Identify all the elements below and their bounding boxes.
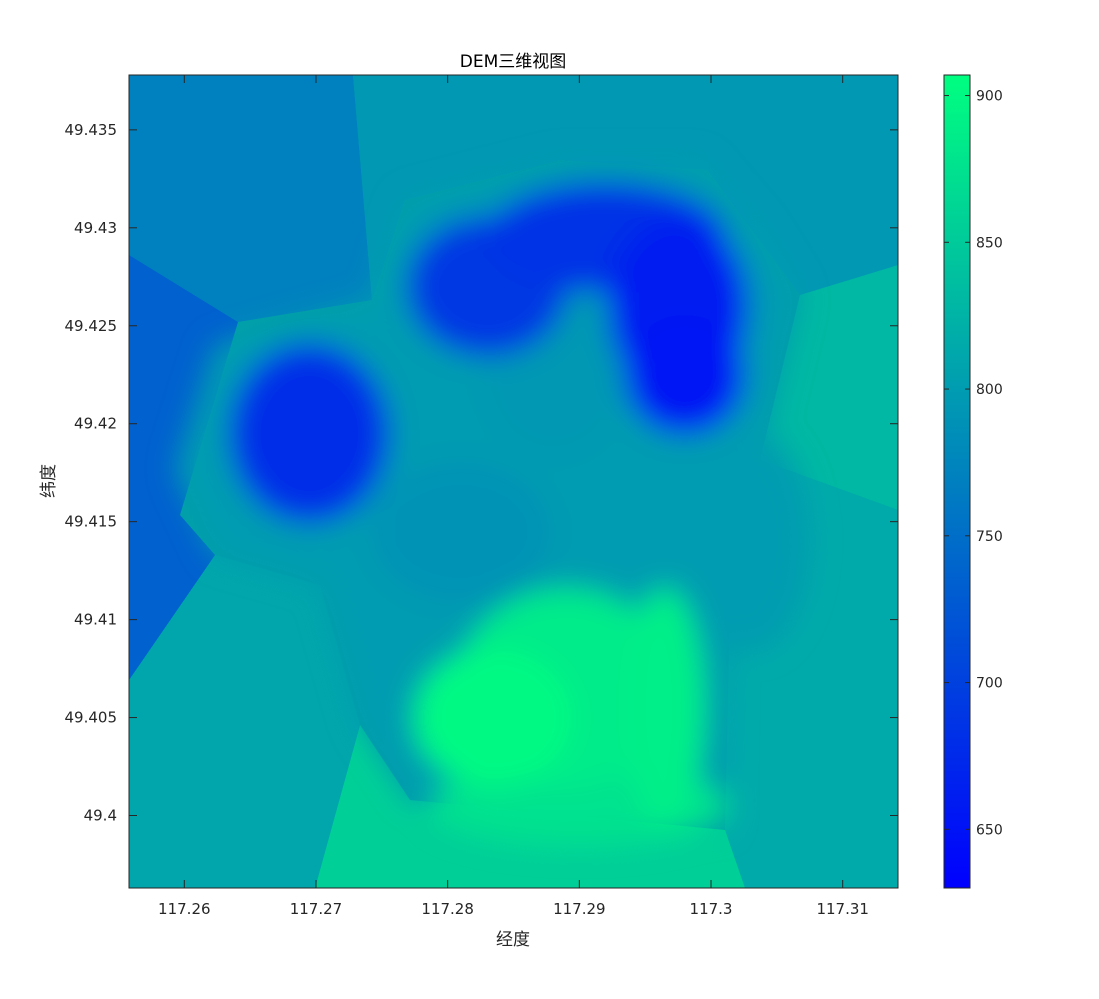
elevation-region-outer-north [353,75,898,300]
y-axis-title: 纬度 [39,464,59,498]
elevation-region-outer-northwest [129,75,372,322]
x-tick-label: 117.29 [553,900,606,918]
y-tick-label: 49.41 [74,611,117,629]
plot-frame [128,74,899,889]
y-tick-label: 49.415 [65,513,118,531]
colorbar-tick-label: 850 [976,235,1003,251]
inner-elevation-surface [175,160,811,846]
elevation-region-outer-east [760,265,898,510]
elevation-region-outer-northeast [700,75,898,295]
colorbar-tick-label: 650 [976,822,1003,838]
colorbar-axis: 650 700 750 800 850 900 [944,89,1003,838]
y-tick-label: 49.4 [84,807,117,825]
colorbar-tick-label: 800 [976,382,1003,398]
elevation-feature-east-slope [690,431,811,652]
y-tick-label: 49.405 [65,709,118,727]
y-tick-label: 49.435 [65,121,118,139]
chart-title: DEM三维视图 [460,52,567,72]
x-tick-label: 117.26 [158,900,211,918]
elevation-feature-east-valley-deep [624,314,745,435]
y-tick-label: 49.425 [65,317,118,335]
x-axis: 117.26 117.27 117.28 117.29 117.3 117.31 [158,75,869,918]
colorbar-tick-label: 900 [976,89,1003,105]
elevation-feature-south-hill-east [624,587,705,828]
elevation-feature-west-valley [229,343,390,524]
elevation-feature-mid-saddle [370,461,551,602]
colorbar-tick-label: 700 [976,676,1003,692]
y-tick-label: 49.43 [74,219,117,237]
elevation-region-outer-south [315,725,745,888]
x-axis-title: 经度 [496,930,530,950]
elevation-region-outer-southwest [129,555,360,888]
x-tick-label: 117.3 [690,900,733,918]
y-axis: 49.4 49.405 49.41 49.415 49.42 49.425 49.43 49.… [65,121,898,825]
x-tick-label: 117.27 [290,900,343,918]
colorbar [943,74,971,889]
y-tick-label: 49.42 [74,415,117,433]
x-tick-label: 117.31 [816,900,869,918]
x-tick-label: 117.28 [421,900,474,918]
colorbar-tick-label: 750 [976,529,1003,545]
dem-surface [129,75,898,888]
elevation-feature-south-hill-west [413,647,574,788]
